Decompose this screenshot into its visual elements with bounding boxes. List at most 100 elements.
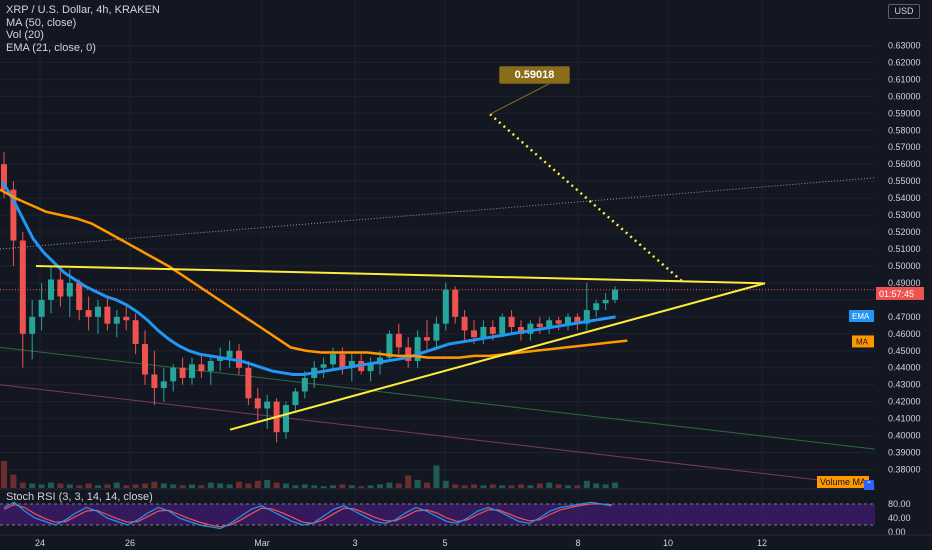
volume-bar xyxy=(151,481,158,488)
candle-body xyxy=(66,282,73,297)
volume-bar xyxy=(536,483,543,488)
ma-tag-label: MA xyxy=(856,337,869,346)
volume-bar xyxy=(189,484,195,488)
volume-bar xyxy=(395,483,402,488)
candle-body xyxy=(198,364,205,372)
candle-body xyxy=(19,240,26,334)
volume-bar xyxy=(348,485,355,488)
volume-bar xyxy=(57,483,64,488)
rsi-tick-label: 40.00 xyxy=(888,513,911,523)
candle-body xyxy=(179,367,186,378)
volume-bar xyxy=(76,485,83,488)
candle-body xyxy=(48,279,54,300)
volume-bar xyxy=(546,482,553,488)
candle-body xyxy=(593,303,600,311)
candle-body xyxy=(386,333,393,358)
projection-dotted-line xyxy=(489,113,684,284)
volume-bar xyxy=(132,484,139,488)
volume-bar xyxy=(330,485,336,488)
ema-tag-label: EMA xyxy=(852,312,870,321)
candle-body xyxy=(1,164,7,190)
legend-ema[interactable]: EMA (21, close, 0) xyxy=(6,41,96,54)
volume-bar xyxy=(386,482,393,488)
volume-bar xyxy=(283,483,289,488)
ema-tag-bg xyxy=(849,310,874,323)
date-axis: 24 26 Mar 3 5 8 10 12 xyxy=(0,534,932,548)
legend-title[interactable]: XRP / U.S. Dollar, 4h, KRAKEN xyxy=(6,4,160,16)
candle-body xyxy=(602,299,609,304)
volume-bar xyxy=(170,484,177,488)
volume-bar xyxy=(593,483,600,488)
ma-path xyxy=(0,188,628,359)
volume-bar xyxy=(207,482,214,488)
volume-bar xyxy=(10,474,17,488)
date-tick-label: 3 xyxy=(352,538,357,548)
price-tick-label: 0.46000 xyxy=(888,329,921,339)
price-tick-label: 0.42000 xyxy=(888,397,921,407)
candle-body xyxy=(85,310,92,317)
price-tick-label: 0.51000 xyxy=(888,244,921,254)
volume-bar xyxy=(555,484,562,488)
collapse-icon[interactable]: ⌃ xyxy=(864,480,874,490)
volume-bar xyxy=(113,482,120,488)
volume-bar xyxy=(367,485,374,488)
price-axis-bg xyxy=(876,0,932,550)
stoch-rsi-label[interactable]: Stoch RSI (3, 3, 14, 14, close) xyxy=(6,491,153,503)
date-tick-label: 10 xyxy=(663,538,673,548)
long-dotted-line xyxy=(0,177,876,250)
volume-bar xyxy=(104,484,111,488)
candle-body xyxy=(442,289,449,324)
date-tick-label: 26 xyxy=(125,538,135,548)
price-tick-label: 0.60000 xyxy=(888,91,921,101)
legend-ma[interactable]: MA (50, close) xyxy=(6,16,77,29)
candle-body xyxy=(95,306,101,317)
volume-bar xyxy=(518,484,524,488)
candle-body xyxy=(461,316,468,331)
volume-bar xyxy=(452,484,459,488)
price-tick-label: 0.54000 xyxy=(888,193,921,203)
candle-body xyxy=(132,320,139,344)
price-tick-label: 0.63000 xyxy=(888,40,921,50)
candle-body xyxy=(123,316,130,321)
rsi-tick-label: 80.00 xyxy=(888,499,911,509)
ma-tag-bg xyxy=(852,335,874,348)
price-tick-label: 0.55000 xyxy=(888,176,921,186)
price-annotation[interactable]: 0.59018 xyxy=(499,66,570,84)
candle-body xyxy=(113,316,120,324)
legend-vol[interactable]: Vol (20) xyxy=(6,29,44,41)
candle-body xyxy=(76,282,83,311)
volume-bar xyxy=(339,484,346,488)
date-tick-label: 8 xyxy=(575,538,580,548)
volume-bar xyxy=(527,485,534,488)
candle-body xyxy=(10,189,17,241)
price-tick-label: 0.58000 xyxy=(888,125,921,135)
candle-body xyxy=(405,347,412,361)
volume-bar xyxy=(442,480,449,488)
legend: XRP / U.S. Dollar, 4h, KRAKEN MA (50, cl… xyxy=(6,4,160,54)
candle-body xyxy=(574,316,581,324)
candle-body xyxy=(527,323,534,334)
candle-body xyxy=(320,364,327,368)
volume-bar xyxy=(508,485,515,488)
volume-bar xyxy=(461,485,468,488)
price-tick-label: 0.43000 xyxy=(888,380,921,390)
volume-bar xyxy=(66,484,73,488)
volume-bar xyxy=(217,483,224,488)
candle-body xyxy=(583,310,590,324)
volume-bar xyxy=(424,482,430,488)
candle-body xyxy=(508,316,515,328)
volume-bar xyxy=(574,485,581,488)
currency-badge[interactable]: USD xyxy=(888,4,920,19)
price-axis: 0.63000 0.62000 0.61000 0.60000 0.59000 0.580… xyxy=(849,0,932,550)
volume-bar xyxy=(1,461,7,488)
price-tick-label: 0.38000 xyxy=(888,465,921,475)
price-tick-label: 0.61000 xyxy=(888,74,921,84)
price-tick-label: 0.50000 xyxy=(888,261,921,271)
long-green-line xyxy=(0,346,876,450)
volume-bar xyxy=(602,484,609,488)
stoch-k-line xyxy=(3,501,612,530)
volume-bar xyxy=(95,485,101,488)
candle-body xyxy=(348,360,355,368)
volume-bar xyxy=(254,480,261,488)
